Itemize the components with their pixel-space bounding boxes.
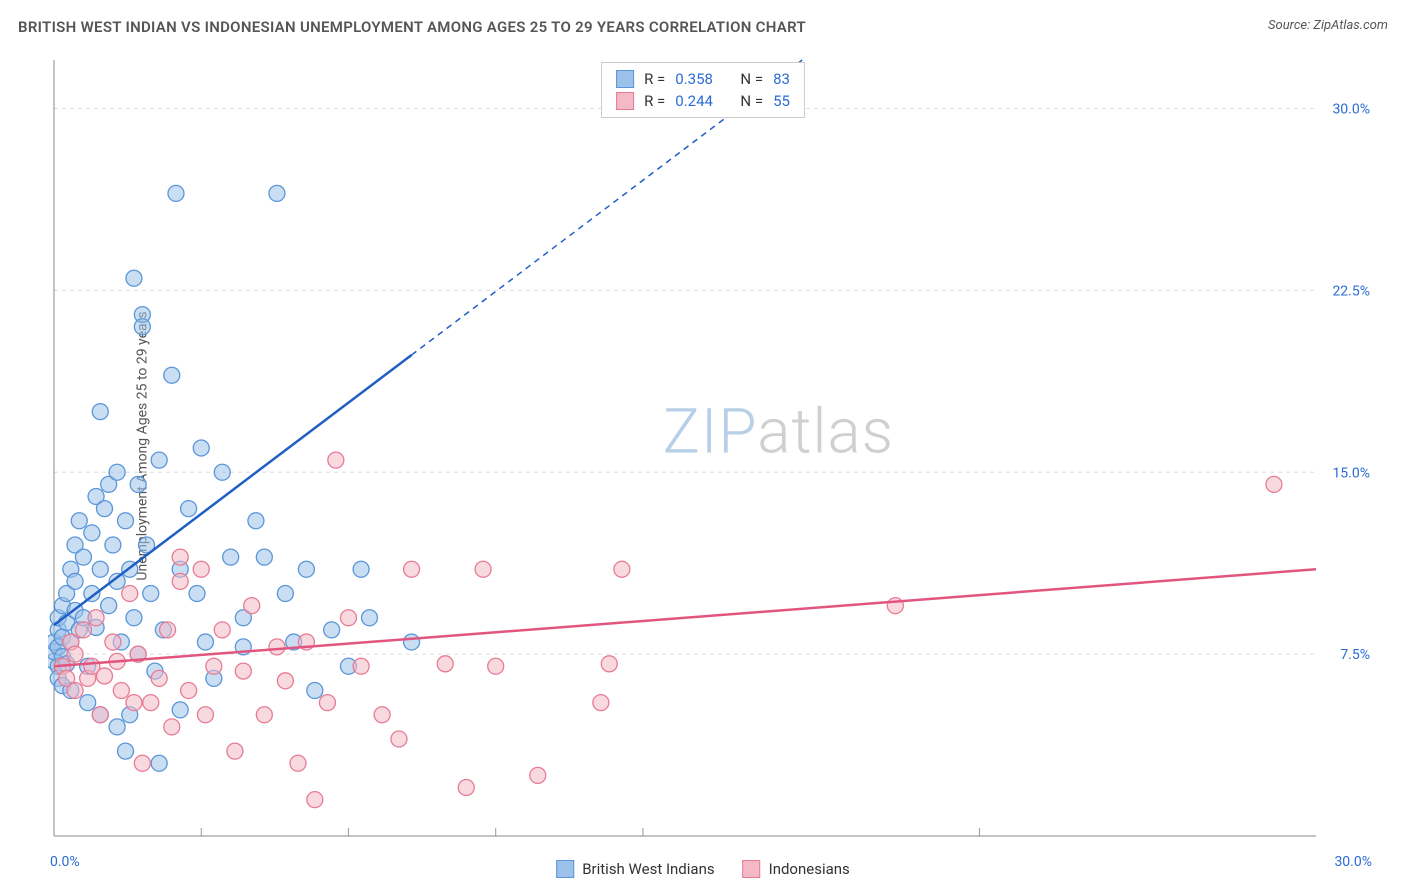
- legend-row: R = 0.244 N = 55: [616, 90, 790, 112]
- svg-text:7.5%: 7.5%: [1340, 647, 1370, 663]
- svg-text:30.0%: 30.0%: [1332, 102, 1370, 118]
- x-axis-min-label: 0.0%: [50, 854, 80, 870]
- x-axis-max-label: 30.0%: [1334, 854, 1372, 870]
- svg-text:15.0%: 15.0%: [1332, 465, 1370, 481]
- series-legend-item: British West Indians: [556, 860, 714, 878]
- svg-text:22.5%: 22.5%: [1332, 283, 1370, 299]
- series-legend: British West Indians Indonesians: [556, 860, 850, 878]
- legend-row: R = 0.358 N = 83: [616, 68, 790, 90]
- chart-title: BRITISH WEST INDIAN VS INDONESIAN UNEMPL…: [18, 18, 806, 36]
- scatter-chart: 7.5% 15.0% 22.5% 30.0%: [48, 56, 1376, 840]
- correlation-legend: R = 0.358 N = 83R = 0.244 N = 55: [601, 62, 805, 118]
- series-legend-item: Indonesians: [743, 860, 850, 878]
- source-label: Source: ZipAtlas.com: [1268, 18, 1388, 33]
- plot-area: 7.5%15.0%22.5%30.0% ZIPatlas: [48, 56, 1376, 840]
